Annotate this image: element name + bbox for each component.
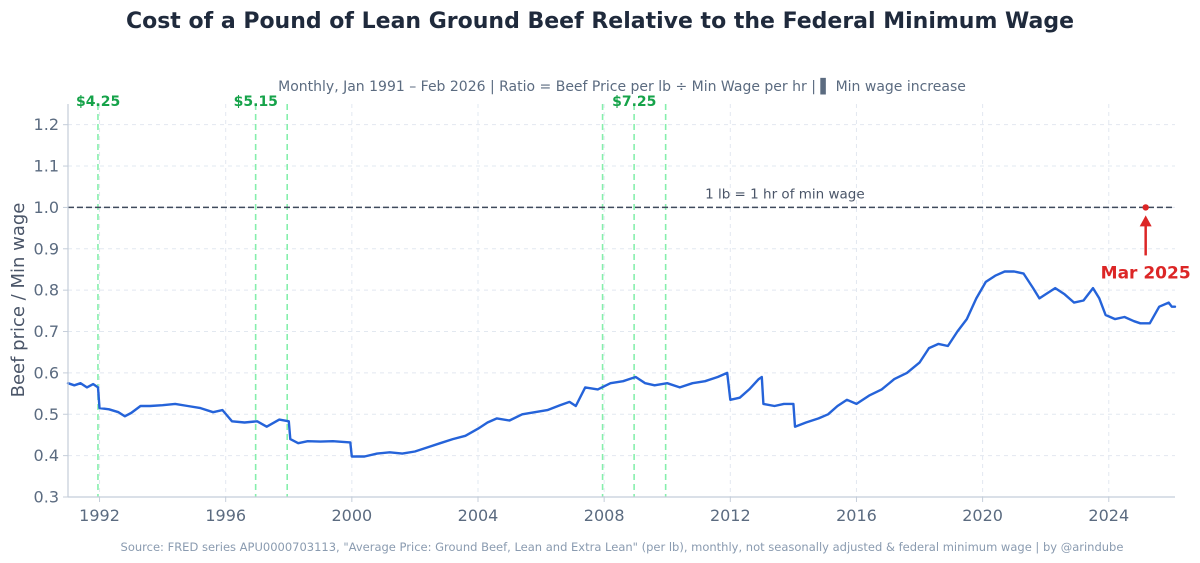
y-tick-label: 0.4 [34,446,59,465]
source-footer: Source: FRED series APU0000703113, "Aver… [121,540,1124,554]
x-tick-label: 2004 [458,506,499,525]
y-tick-label: 1.0 [34,198,59,217]
series-line [66,270,1177,458]
grid-lines [68,104,1175,498]
x-tick-label: 1992 [79,506,120,525]
reference-line-group: 1 lb = 1 hr of min wage [68,186,1175,209]
chart-title: Cost of a Pound of Lean Ground Beef Rela… [126,9,1074,34]
min-wage-increase-markers: $4.25 $5.15 $7.25 [76,94,667,497]
x-tick-label: 2024 [1088,506,1129,525]
min-wage-label: $7.25 [612,94,656,110]
x-tick-label: 2016 [836,506,877,525]
annotation-label: Mar 2025 [1101,263,1191,283]
x-tick-label: 2012 [710,506,751,525]
annotation-arrow-head [1139,215,1152,227]
x-tick-label: 2000 [331,506,372,525]
axes: 0.3 0.4 0.5 0.6 0.7 0.8 0.9 1.0 1.1 1.2 1992 1996 20… [34,104,1175,525]
annotation-group: Mar 2025 [1101,204,1191,283]
min-wage-label: $4.25 [76,94,120,110]
y-tick-label: 1.2 [34,115,59,134]
series-layer [66,270,1177,458]
min-wage-label: $5.15 [234,94,278,110]
y-tick-label: 0.7 [34,322,59,341]
annotation-point [1142,204,1149,211]
x-tick-label: 2008 [584,506,625,525]
y-tick-label: 0.8 [34,281,59,300]
chart-subtitle: Monthly, Jan 1991 – Feb 2026 | Ratio = B… [278,77,966,95]
y-tick-label: 0.3 [34,488,59,507]
y-tick-label: 0.5 [34,405,59,424]
x-tick-label: 1996 [205,506,246,525]
x-tick-label: 2020 [962,506,1003,525]
y-axis-label: Beef price / Min wage [8,203,29,398]
reference-line-label: 1 lb = 1 hr of min wage [705,186,865,202]
y-tick-label: 1.1 [34,157,59,176]
y-tick-label: 0.6 [34,363,59,382]
y-tick-label: 0.9 [34,239,59,258]
